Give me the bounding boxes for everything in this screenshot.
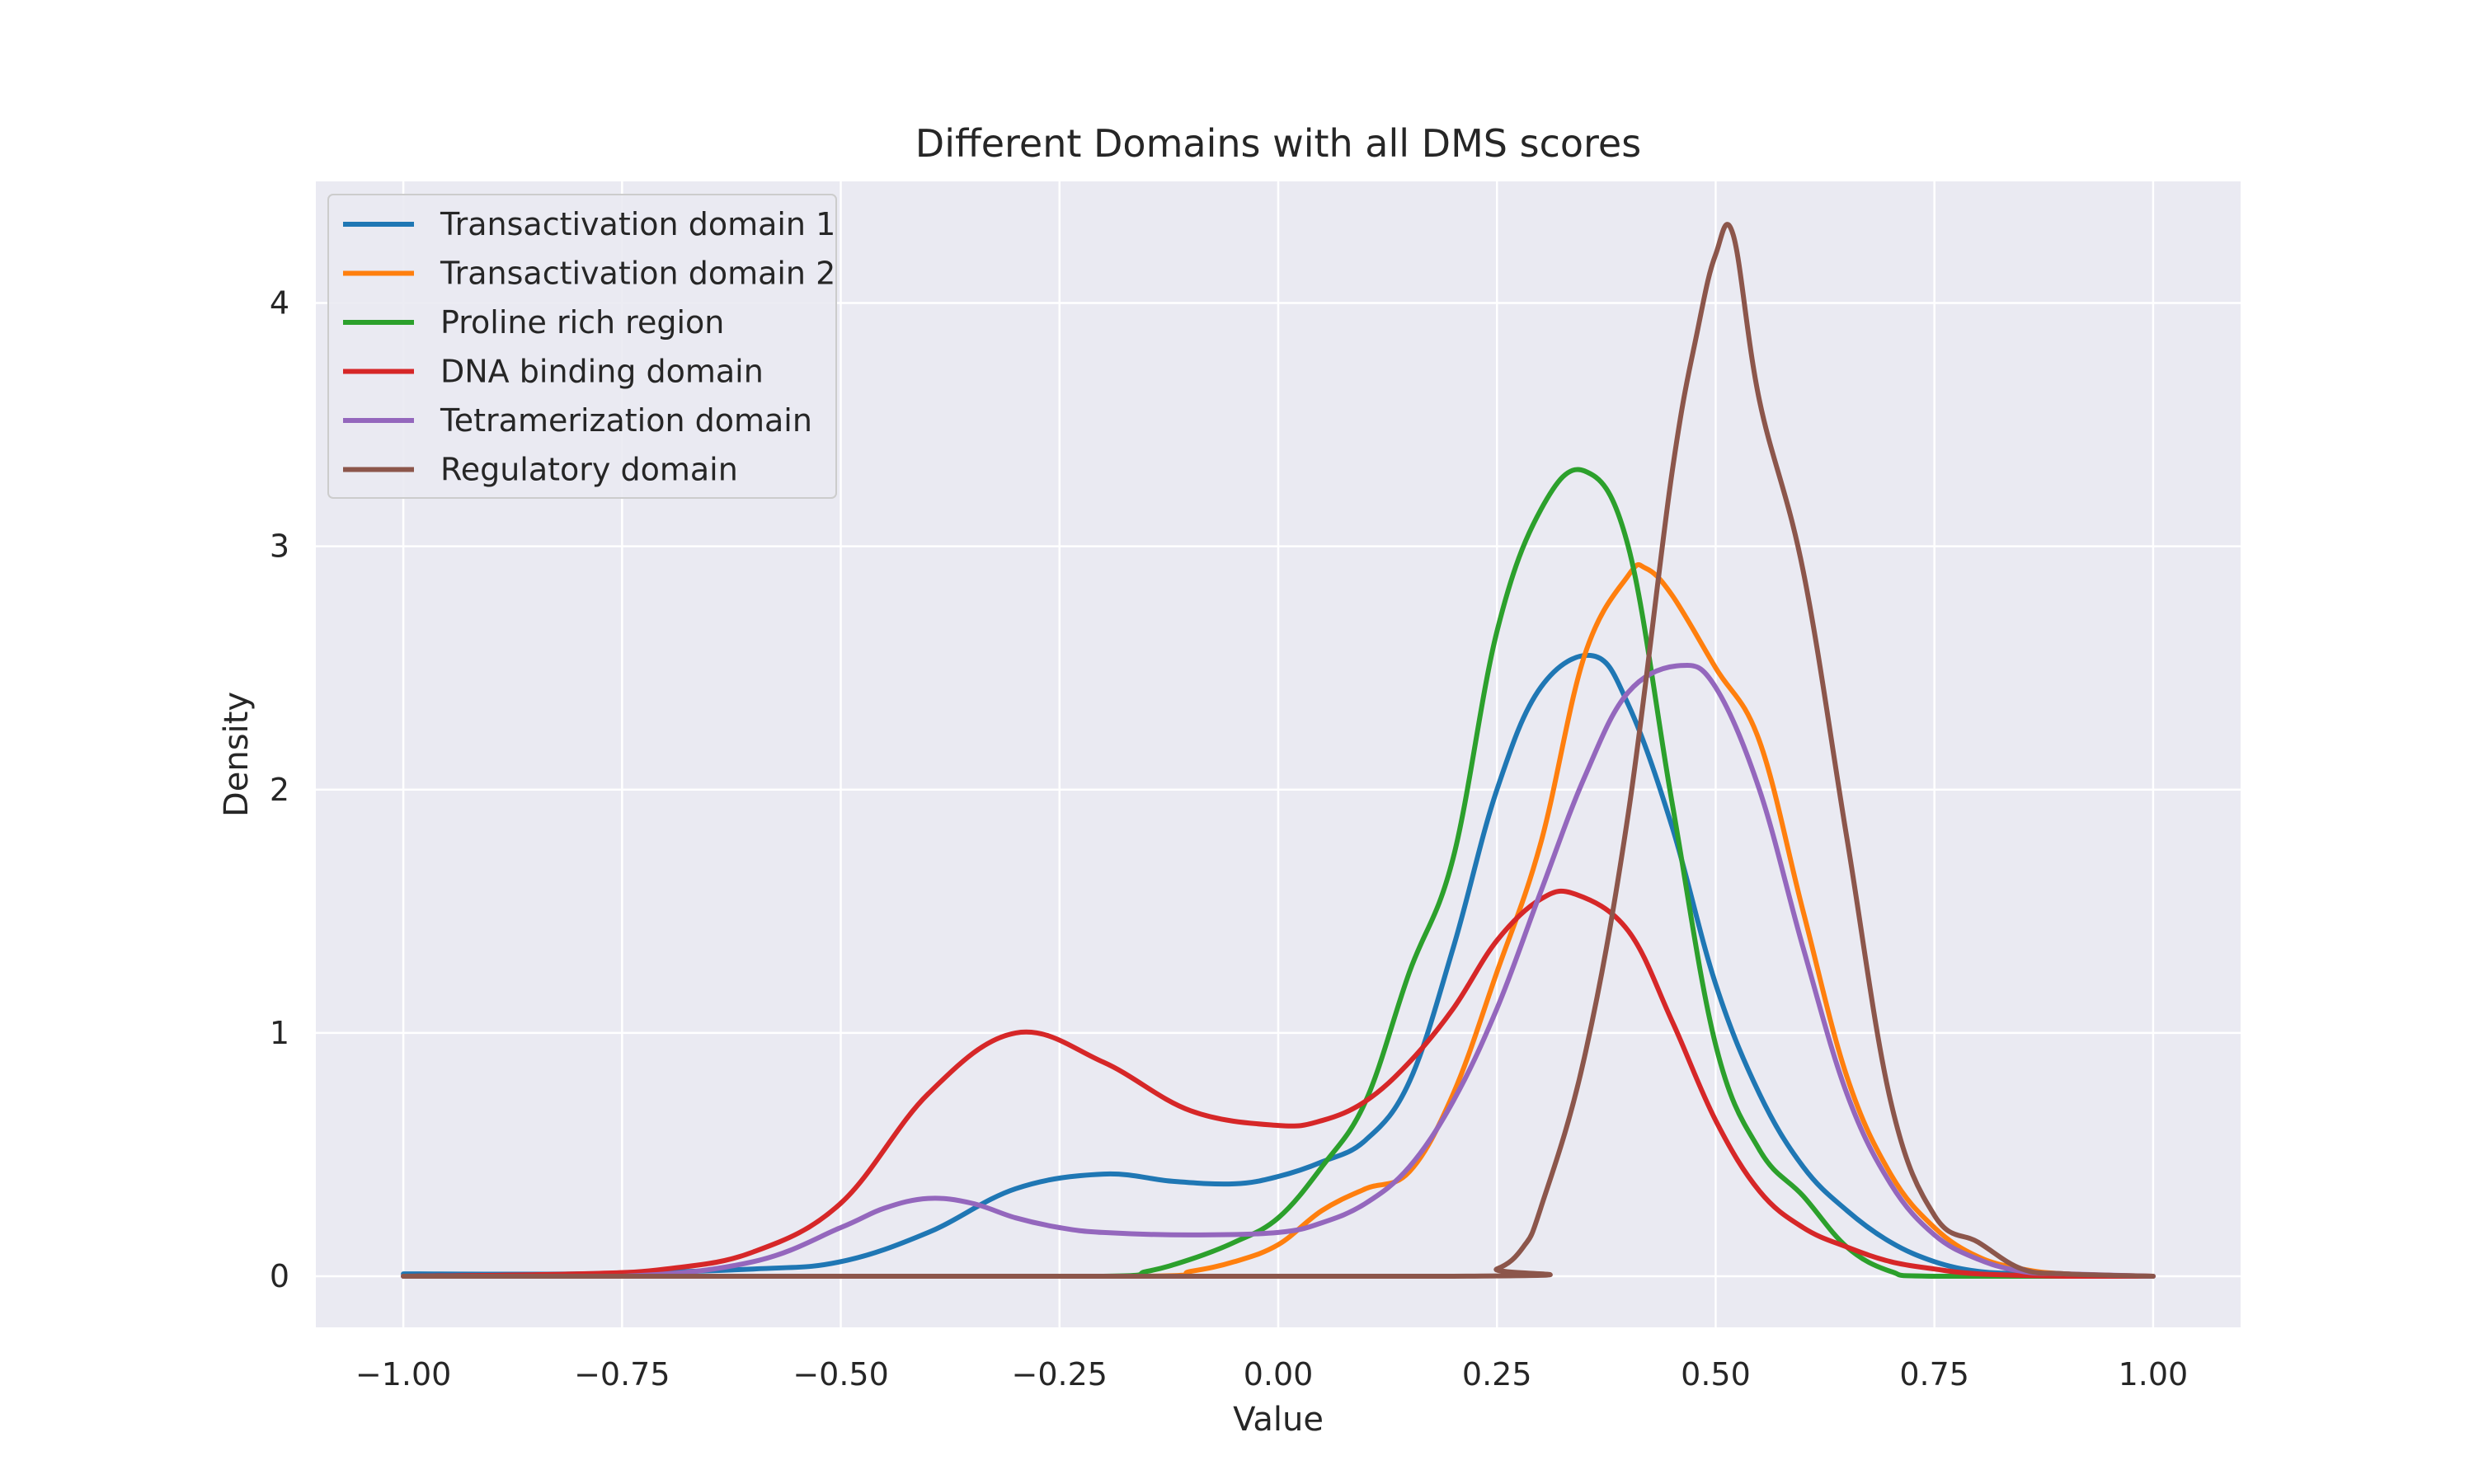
tick-labels: −1.00 −0.75 −0.50 −0.25 0.00 0.25 0.50 0.75 1.00… [270,285,2188,1392]
y-tick-label: 1 [270,1015,289,1051]
grid-lines [316,181,2241,1327]
series-line-4 [401,888,2156,1280]
x-tick-label: 0.75 [1899,1356,1969,1392]
x-tick-label: 0.50 [1681,1356,1751,1392]
legend-label: DNA binding domain [440,354,764,390]
legend-label: Transactivation domain 2 [440,256,835,292]
x-axis-label: Value [1233,1401,1324,1439]
y-tick-label: 4 [270,285,289,322]
series-line-1 [401,652,2156,1280]
x-tick-label: −0.25 [1012,1356,1108,1392]
x-tick-label: −1.00 [355,1356,451,1392]
legend-frame [327,194,837,499]
x-tick-label: 0.00 [1244,1356,1314,1392]
x-tick-label: −0.50 [793,1356,888,1392]
legend: Transactivation domain 1 Transactivation … [327,194,837,499]
series-line-6 [401,222,2156,1280]
y-tick-label: 0 [270,1258,289,1294]
y-axis-label: Density [218,692,256,817]
x-tick-label: 0.25 [1462,1356,1532,1392]
legend-label: Transactivation domain 1 [440,206,835,242]
y-tick-label: 2 [270,772,289,808]
legend-label: Proline rich region [440,304,724,340]
x-tick-label: −0.75 [574,1356,670,1392]
chart-title: Different Domains with all DMS scores [915,121,1641,166]
series-layer [401,222,2156,1280]
x-tick-label: 1.00 [2119,1356,2189,1392]
legend-label: Tetramerization domain [440,402,812,439]
legend-label: Regulatory domain [440,452,738,488]
series-line-5 [401,663,2156,1280]
y-tick-label: 3 [270,528,289,565]
